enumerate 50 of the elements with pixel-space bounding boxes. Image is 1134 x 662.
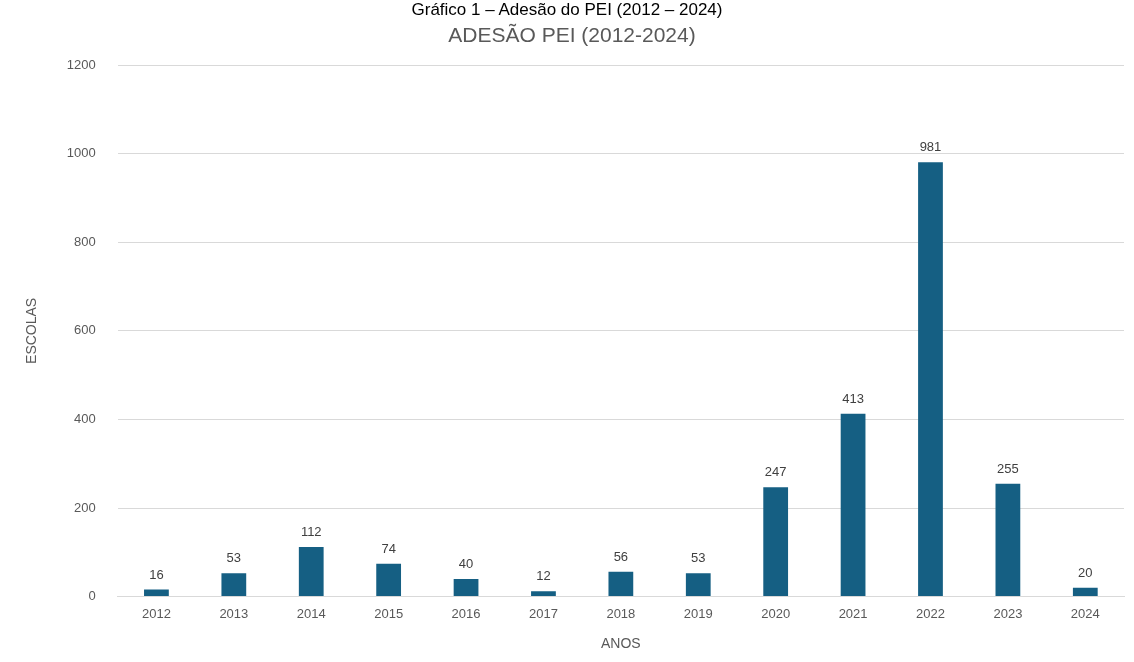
x-tick-label: 2014 (296, 605, 326, 621)
data-label: 40 (458, 555, 474, 571)
text: Gráfico 1 – Adesão do PEI (2012 – 2024) (410, 0, 724, 20)
data-label: 74 (381, 540, 396, 556)
x-tick-label: 2019 (683, 605, 713, 621)
x-tick-label: 2015 (374, 605, 404, 621)
bar (995, 483, 1021, 597)
bar (685, 573, 711, 597)
y-tick-label: 200 (74, 499, 96, 515)
x-tick-label: 2013 (219, 605, 249, 621)
bar (608, 571, 634, 597)
bar (376, 563, 402, 597)
x-tick-label: 2024 (1070, 605, 1100, 621)
x-tick-label: 2021 (838, 605, 868, 621)
chart-title: ADESÃO PEI (2012-2024) (448, 23, 696, 47)
data-label: 981 (919, 139, 942, 155)
bar (763, 487, 789, 597)
data-label: 16 (149, 566, 164, 582)
data-label: 255 (997, 460, 1019, 476)
bar (144, 589, 169, 597)
data-label: 247 (764, 464, 787, 480)
data-label: 53 (691, 550, 706, 566)
bar (840, 413, 866, 597)
y-tick-label: 0 (88, 588, 96, 604)
x-tick-label: 2012 (141, 605, 171, 621)
y-tick-label: 800 (74, 233, 96, 249)
bar (918, 162, 943, 597)
data-label: 56 (613, 548, 629, 564)
y-tick-label: 600 (74, 322, 96, 338)
data-label: 12 (536, 568, 551, 584)
data-label: 112 (300, 524, 322, 540)
x-tick-label: 2018 (606, 605, 636, 621)
x-axis-title: ANOS (601, 635, 641, 652)
bar (1072, 587, 1098, 597)
x-tick-label: 2020 (761, 605, 791, 621)
x-tick-label: 2022 (916, 605, 945, 621)
y-tick-label: 400 (74, 411, 96, 427)
x-tick-label: 2023 (993, 605, 1023, 621)
bar (221, 573, 247, 597)
x-tick-label: 2016 (451, 605, 481, 621)
bar (298, 547, 324, 597)
y-tick-label: 1000 (66, 145, 96, 161)
data-label: 53 (226, 550, 242, 566)
y-axis-title: ESCOLAS (23, 297, 40, 364)
bar (453, 578, 479, 597)
x-tick-label: 2017 (528, 605, 558, 621)
data-label: 413 (842, 390, 864, 406)
data-label: 20 (1078, 564, 1093, 580)
y-tick-label: 1200 (66, 56, 96, 72)
bar (531, 591, 556, 597)
